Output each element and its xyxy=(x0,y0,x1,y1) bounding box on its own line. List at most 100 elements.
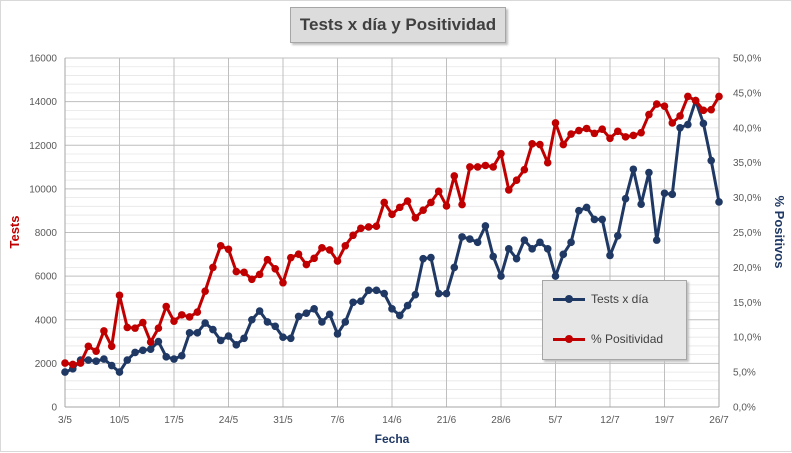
y2-tick-label: 50,0% xyxy=(733,54,761,65)
x-tick-label: 5/7 xyxy=(549,415,563,426)
data-point-tests xyxy=(629,165,638,174)
data-point-tests xyxy=(684,120,692,129)
data-point-positividad xyxy=(473,163,482,171)
legend-item-tests: Tests x día xyxy=(553,289,648,309)
data-point-positividad xyxy=(107,342,116,351)
data-point-tests xyxy=(201,319,209,327)
y2-tick-label: 30,0% xyxy=(733,193,761,204)
y2-tick-label: 10,0% xyxy=(733,333,761,344)
data-point-tests xyxy=(294,312,303,321)
y-tick-label: 16000 xyxy=(29,54,57,65)
data-point-positividad xyxy=(271,264,280,273)
y-tick-label: 6000 xyxy=(35,272,58,283)
data-point-positividad xyxy=(76,359,85,367)
data-point-tests xyxy=(216,336,225,345)
y-tick-label: 14000 xyxy=(29,97,57,108)
data-point-tests xyxy=(100,355,108,363)
legend-line-tests xyxy=(553,294,585,303)
data-point-tests xyxy=(162,353,171,361)
data-point-tests xyxy=(715,198,723,206)
x-tick-label: 10/5 xyxy=(110,415,130,426)
data-point-positividad xyxy=(652,100,661,108)
data-point-positividad xyxy=(520,165,529,174)
data-point-tests xyxy=(598,215,607,224)
x-tick-label: 19/7 xyxy=(655,415,675,426)
legend-line-positividad xyxy=(553,334,585,343)
y-tick-label: 12000 xyxy=(29,141,57,152)
legend: Tests x día % Positividad xyxy=(542,280,687,360)
data-point-positividad xyxy=(240,268,248,277)
data-point-positividad xyxy=(536,140,544,149)
x-tick-label: 7/6 xyxy=(331,415,345,426)
data-point-tests xyxy=(442,289,451,298)
data-point-positividad xyxy=(551,119,560,127)
data-point-tests xyxy=(621,194,630,203)
data-point-positividad xyxy=(177,311,186,319)
data-point-tests xyxy=(364,286,373,295)
data-point-tests xyxy=(92,357,100,365)
data-point-tests xyxy=(652,236,661,244)
data-point-positividad xyxy=(434,187,443,196)
data-point-tests xyxy=(325,310,334,319)
data-point-tests xyxy=(123,356,132,364)
data-point-tests xyxy=(271,322,280,331)
data-point-tests xyxy=(357,297,365,306)
data-point-positividad xyxy=(115,291,124,300)
data-point-tests xyxy=(707,156,716,165)
data-point-positividad xyxy=(333,257,342,265)
x-tick-label: 12/7 xyxy=(600,415,620,426)
data-point-positividad xyxy=(248,275,256,284)
data-point-positividad xyxy=(684,92,692,101)
data-point-tests xyxy=(318,318,326,326)
data-point-positividad xyxy=(575,126,583,135)
data-point-tests xyxy=(263,318,272,326)
data-point-tests xyxy=(590,215,599,224)
data-point-positividad xyxy=(325,246,334,254)
data-point-positividad xyxy=(357,224,365,233)
data-point-positividad xyxy=(170,317,178,325)
data-point-tests xyxy=(232,341,241,349)
data-point-tests xyxy=(699,119,708,128)
x-axis-title: Fecha xyxy=(375,432,410,446)
x-tick-label: 31/5 xyxy=(273,415,293,426)
data-point-positividad xyxy=(294,250,303,258)
y2-tick-label: 40,0% xyxy=(733,123,761,134)
data-point-positividad xyxy=(629,131,638,140)
legend-item-positividad: % Positividad xyxy=(553,329,663,349)
data-point-tests xyxy=(302,309,311,318)
x-tick-label: 17/5 xyxy=(164,415,184,426)
y-tick-label: 2000 xyxy=(35,359,58,370)
y2-tick-label: 25,0% xyxy=(733,228,761,239)
data-point-positividad xyxy=(707,105,716,114)
data-point-tests xyxy=(115,368,124,376)
data-point-tests xyxy=(676,124,684,132)
data-point-tests xyxy=(512,254,521,263)
y-tick-label: 8000 xyxy=(35,228,58,239)
x-tick-label: 26/7 xyxy=(709,415,729,426)
data-point-positividad xyxy=(606,134,614,143)
data-point-tests xyxy=(286,334,295,343)
x-tick-label: 21/6 xyxy=(437,415,457,426)
y2-tick-label: 5,0% xyxy=(733,368,756,379)
data-point-positividad xyxy=(512,176,521,184)
data-point-tests xyxy=(388,305,396,313)
data-point-positividad xyxy=(481,161,490,170)
data-point-tests xyxy=(349,298,357,307)
data-point-positividad xyxy=(450,172,459,180)
data-point-positividad xyxy=(559,140,568,149)
data-point-positividad xyxy=(92,347,100,355)
data-point-tests xyxy=(497,272,505,280)
y2-tick-label: 20,0% xyxy=(733,263,761,274)
data-point-positividad xyxy=(146,338,155,346)
data-point-positividad xyxy=(123,323,132,332)
data-point-positividad xyxy=(590,129,599,138)
data-point-positividad xyxy=(364,223,373,231)
data-point-positividad xyxy=(637,128,645,137)
data-point-positividad xyxy=(419,206,427,214)
data-point-positividad xyxy=(224,245,233,254)
data-point-positividad xyxy=(582,124,591,133)
data-point-positividad xyxy=(193,308,202,316)
data-point-tests xyxy=(380,289,389,298)
